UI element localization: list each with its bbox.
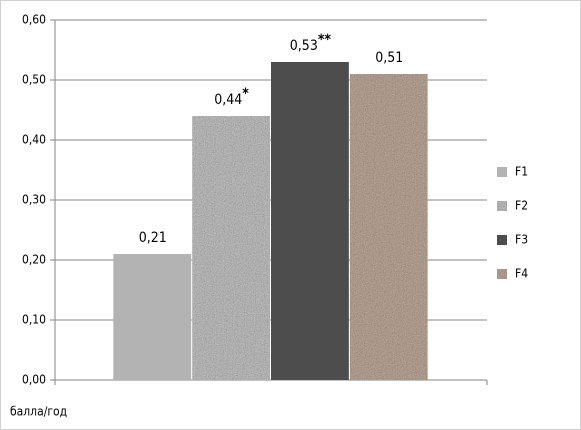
- x-axis-label: балла/год: [10, 405, 67, 419]
- legend-label: F1: [515, 165, 528, 179]
- legend-swatch: [497, 201, 507, 211]
- data-label: 0,53**: [290, 32, 332, 54]
- data-label: 0,44*: [214, 86, 249, 108]
- data-label: 0,21: [139, 230, 167, 246]
- legend-swatch: [497, 167, 507, 177]
- bar: [349, 74, 428, 380]
- y-tick-label: 0,30: [22, 193, 46, 207]
- y-tick-label: 0,20: [22, 253, 46, 267]
- data-label: 0,51: [375, 50, 403, 66]
- y-tick-label: 0,10: [22, 313, 46, 327]
- y-tick-label: 0,50: [22, 73, 46, 87]
- legend-label: F3: [515, 233, 528, 247]
- legend-swatch: [497, 235, 507, 245]
- bar: [271, 62, 349, 380]
- y-tick-label: 0,00: [22, 373, 46, 387]
- y-tick-label: 0,60: [22, 13, 46, 27]
- legend-label: F4: [515, 267, 528, 281]
- y-tick-label: 0,40: [22, 133, 46, 147]
- legend-swatch: [497, 269, 507, 279]
- bar: [113, 254, 192, 380]
- bar: [192, 116, 270, 380]
- legend-label: F2: [515, 199, 528, 213]
